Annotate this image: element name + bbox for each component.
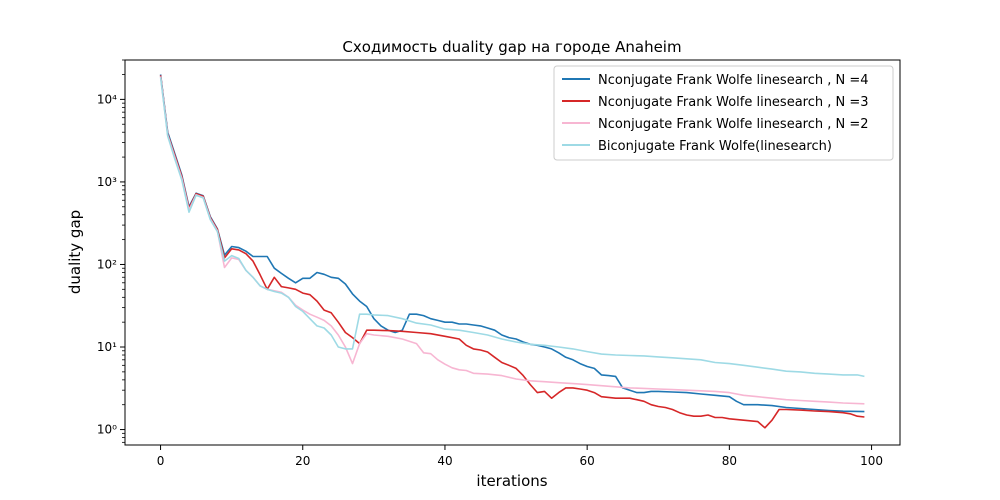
series-line-1 (159, 74, 865, 413)
y-tick-label: 10⁴ (97, 92, 117, 106)
x-tick-label: 20 (295, 454, 310, 468)
x-tick-label: 0 (157, 454, 165, 468)
y-tick-label: 10⁰ (97, 423, 117, 437)
y-axis-label: duality gap (66, 210, 84, 294)
series-line-4 (159, 77, 865, 378)
legend: Nconjugate Frank Wolfe linesearch , N =4… (553, 65, 894, 161)
series-layer (159, 74, 865, 429)
x-axis: 0 20 40 60 80 100 (157, 445, 883, 468)
legend-entry: Nconjugate Frank Wolfe linesearch , N =4 (598, 73, 869, 88)
legend-entry: Nconjugate Frank Wolfe linesearch , N =2 (598, 117, 869, 132)
y-tick-label: 10³ (97, 175, 117, 189)
plot-frame (124, 59, 901, 446)
x-axis-label: iterations (476, 472, 547, 490)
y-tick-label: 10¹ (97, 340, 117, 354)
y-tick-label: 10² (97, 257, 117, 271)
legend-entry: Nconjugate Frank Wolfe linesearch , N =3 (598, 95, 869, 110)
x-tick-label: 60 (580, 454, 595, 468)
series-line-2 (159, 75, 865, 429)
y-axis: 10⁰ 10¹ 10² 10³ 10⁴ (97, 59, 125, 443)
legend-entry: Biconjugate Frank Wolfe(linesearch) (598, 139, 832, 154)
x-tick-label: 40 (437, 454, 452, 468)
legend-box (553, 65, 894, 161)
x-tick-label: 100 (860, 454, 883, 468)
x-tick-label: 80 (722, 454, 737, 468)
chart-title: Сходимость duality gap на городе Anaheim (342, 38, 681, 56)
